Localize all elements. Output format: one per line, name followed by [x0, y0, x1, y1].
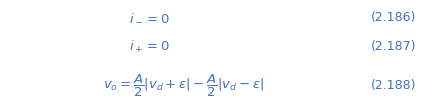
- Text: (2.187): (2.187): [369, 40, 415, 53]
- Text: $v_o = \dfrac{A}{2}|v_d + \epsilon| - \dfrac{A}{2}|v_d - \epsilon|$: $v_o = \dfrac{A}{2}|v_d + \epsilon| - \d…: [103, 73, 264, 99]
- Text: $i_- = 0$: $i_- = 0$: [129, 11, 170, 24]
- Text: (2.186): (2.186): [370, 11, 415, 24]
- Text: (2.188): (2.188): [369, 79, 415, 92]
- Text: $i_+ = 0$: $i_+ = 0$: [129, 39, 170, 55]
